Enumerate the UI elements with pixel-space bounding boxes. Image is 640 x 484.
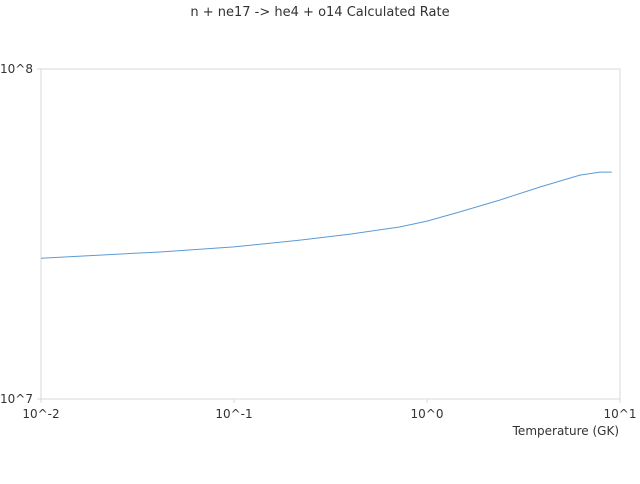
y-tick-label: 10^8	[0, 62, 33, 76]
x-tick-label: 10^1	[604, 407, 637, 421]
x-tick-label: 10^-2	[22, 407, 59, 421]
chart-title: n + ne17 -> he4 + o14 Calculated Rate	[190, 5, 449, 20]
x-tick-label: 10^-1	[215, 407, 252, 421]
x-axis-label: Temperature (GK)	[512, 424, 619, 438]
y-tick-label: 10^7	[0, 392, 33, 406]
x-tick-label: 10^0	[411, 407, 444, 421]
data-line	[40, 171, 612, 259]
plot-frame	[40, 68, 621, 400]
